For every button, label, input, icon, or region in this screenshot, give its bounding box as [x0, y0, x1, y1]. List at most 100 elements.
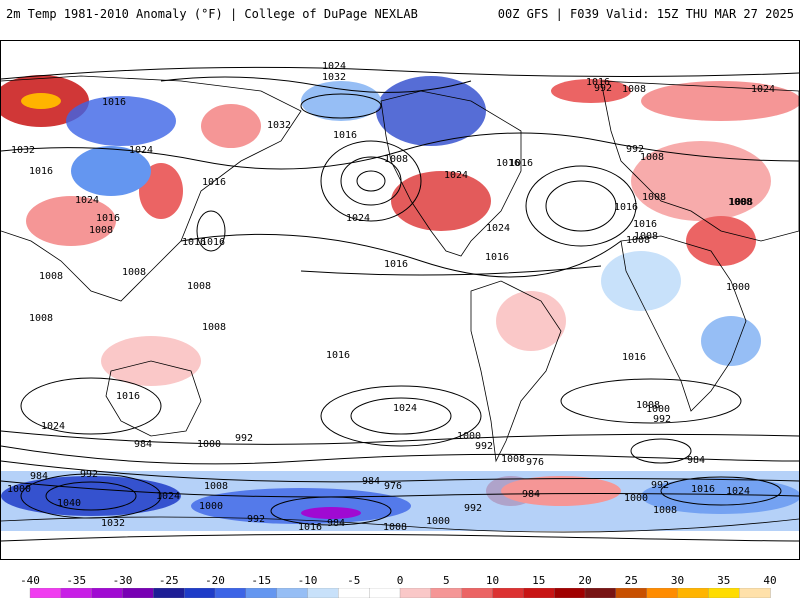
colorbar-swatch [91, 588, 124, 598]
isobar-label: 1008 [383, 522, 407, 533]
isobar-label: 1016 [586, 77, 610, 88]
isobar-label: 1016 [633, 219, 657, 230]
colorbar-swatch [122, 588, 154, 598]
isobar-label: 1016 [485, 252, 509, 263]
isobar-label: 1008 [39, 271, 63, 282]
isobar-label: 1016 [298, 522, 322, 533]
colorbar-swatch [153, 588, 185, 598]
model-valid-time: 00Z GFS | F039 Valid: 15Z THU MAR 27 202… [497, 7, 794, 21]
isobar-label: 992 [653, 414, 671, 425]
colorbar-tick-label: -5 [347, 574, 361, 587]
colorbar-swatch [584, 588, 617, 598]
isobar-label: 1024 [75, 195, 99, 206]
coastlines [1, 75, 799, 533]
isobar-label: 1008 [89, 225, 113, 236]
colorbar-tick-label: 10 [485, 574, 500, 587]
colorbar-tick-label: 15 [532, 574, 546, 587]
colorbar-swatch [338, 588, 370, 598]
isobar-contours [1, 66, 799, 542]
isobar-label: 1016 [614, 202, 638, 213]
isobar-label: 1032 [322, 72, 346, 83]
isobar-label: 1000 [426, 516, 450, 527]
colorbar-swatch [184, 588, 216, 598]
isobar-label: 1000 [726, 282, 750, 293]
isobar-label: 1016 [102, 97, 126, 108]
colorbar-swatch [739, 588, 771, 598]
colorbar-swatch [646, 588, 679, 598]
colorbar-swatch [554, 588, 586, 598]
colorbar-swatch [214, 588, 247, 598]
isobar-label: 1008 [187, 281, 211, 292]
colorbar-swatch [369, 588, 401, 598]
isobar-label: 1016 [202, 177, 226, 188]
isobar-label: 1016 [622, 352, 646, 363]
isobar-label: 1016 [333, 130, 357, 141]
isobar-label: 1008 [29, 313, 53, 324]
colorbar-swatch [523, 588, 555, 598]
isobar-label: 1024 [322, 61, 346, 72]
isobar-label: 992 [475, 441, 493, 452]
colorbar-swatch [245, 588, 278, 598]
isobar-label: 984 [687, 455, 705, 466]
isobar-label: 1008 [729, 197, 753, 208]
isobar-label: 992 [247, 514, 265, 525]
colorbar-tick-label: -15 [251, 574, 272, 587]
isobar-label: 1024 [346, 213, 370, 224]
colorbar-tick-label: 0 [396, 574, 404, 587]
isobar-label: 976 [384, 481, 402, 492]
colorbar-scale [29, 588, 771, 598]
isobar-label: 1000 [457, 431, 481, 442]
colorbar-tick-label: 5 [442, 574, 450, 587]
isobar-label: 1008 [636, 400, 660, 411]
isobar-label: 1016 [96, 213, 120, 224]
isobar-label: 984 [327, 518, 345, 529]
isobar-label: 1024 [156, 491, 180, 502]
isobar-label: 984 [30, 471, 48, 482]
colorbar-legend: -40 -35 -30 -25 -20 -15 -10 -5 0 5 10 15 20 25 30 35 40 [0, 574, 800, 600]
colorbar-tick-label: -25 [158, 574, 179, 587]
isobar-label: 1016 [496, 158, 520, 169]
isobar-label: 1024 [444, 170, 468, 181]
colorbar-swatch [276, 588, 309, 598]
colorbar-tick-label: -40 [20, 574, 40, 587]
colorbar-swatch [492, 588, 524, 598]
colorbar-labels: -40 -35 -30 -25 -20 -15 -10 -5 0 5 10 15 20 25 30 35 40 [0, 574, 800, 587]
isobar-label: 1008 [204, 481, 228, 492]
isobar-label: 992 [235, 433, 253, 444]
colorbar-swatch [708, 588, 740, 598]
colorbar-tick-label: -35 [66, 574, 87, 587]
isobar-label: 984 [522, 489, 540, 500]
isobar-label: 992 [80, 469, 98, 480]
isobar-label: 992 [651, 480, 669, 491]
header: 2m Temp 1981-2010 Anomaly (°F) | College… [0, 0, 800, 28]
isobar-label: 1000 [646, 404, 670, 415]
isobar-label: 992 [594, 83, 612, 94]
isobar-label: 1008 [653, 505, 677, 516]
isobar-label: 1016 [326, 350, 350, 361]
isobar-label: 1024 [751, 84, 775, 95]
isobar-label: 1016 [509, 158, 533, 169]
isobar-label: 1024 [486, 223, 510, 234]
colorbar-swatch [29, 588, 62, 598]
isobar-label: 992 [464, 503, 482, 514]
isobar-label: 1008 [642, 192, 666, 203]
isobar-label: 1016 [691, 484, 715, 495]
isobar-label: 1008 [728, 197, 752, 208]
colorbar-swatch [677, 588, 709, 598]
colorbar-tick-label: -20 [205, 574, 225, 587]
isobar-label: 1024 [393, 403, 417, 414]
isobar-label: 1024 [41, 421, 65, 432]
isobar-label: 1016 [116, 391, 140, 402]
colorbar-tick-label: 20 [578, 574, 592, 587]
isobar-label: 1008 [384, 154, 408, 165]
colorbar-swatch [615, 588, 648, 598]
isobar-label: 1000 [199, 501, 223, 512]
isobar-label: 1024 [129, 145, 153, 156]
colorbar-swatch [307, 588, 339, 598]
colorbar-swatch [461, 588, 494, 598]
isobar-label: 1008 [501, 454, 525, 465]
colorbar-swatch [430, 588, 463, 598]
isobar-label: 1040 [57, 498, 81, 509]
